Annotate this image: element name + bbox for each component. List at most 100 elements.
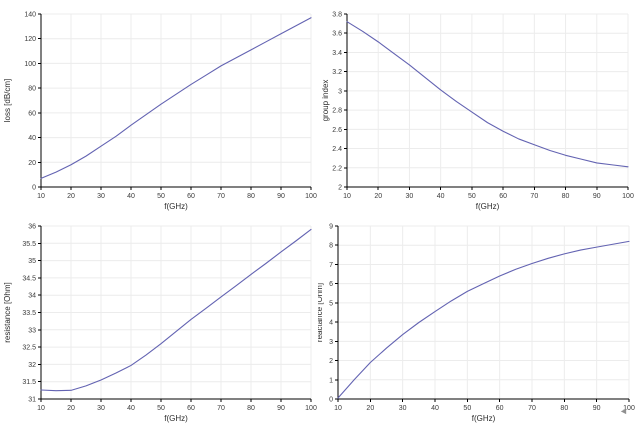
x-tick-label: 70	[217, 405, 225, 412]
x-tick-label: 60	[499, 193, 507, 200]
y-tick-label: 2.4	[332, 146, 342, 153]
x-tick-label: 100	[305, 193, 317, 200]
x-axis-title: f(GHz)	[472, 414, 496, 423]
y-tick-label: 7	[329, 262, 333, 269]
y-tick-label: 100	[24, 61, 36, 68]
x-tick-label: 50	[463, 405, 471, 412]
x-tick-label: 10	[334, 405, 342, 412]
y-tick-label: 33	[28, 327, 36, 334]
x-tick-label: 30	[399, 405, 407, 412]
y-tick-label: 60	[28, 110, 36, 117]
x-tick-label: 50	[157, 405, 165, 412]
y-tick-label: 3	[338, 88, 342, 95]
x-tick-label: 90	[593, 193, 601, 200]
y-axis-title: group index	[321, 80, 330, 122]
y-tick-label: 2	[329, 358, 333, 365]
x-tick-label: 90	[277, 405, 285, 412]
y-tick-label: 3.8	[332, 12, 342, 19]
reactance-chart-canvas[interactable]: 10 20 30 40 50 60 70 80 90 100 0 1 2 3 4 5 6 7 8 9 f(GHz) rea…	[318, 212, 636, 425]
y-tick-label: 3.6	[332, 31, 342, 38]
resistance-chart-canvas[interactable]: 10 20 30 40 50 60 70 80 90 100 31 31.5 32 32.5 33 33.5 3…	[0, 212, 318, 425]
y-tick-label: 6	[329, 281, 333, 288]
y-tick-label: 0	[32, 185, 36, 192]
y-tick-label: 3.4	[332, 50, 342, 57]
y-tick-label: 2.8	[332, 108, 342, 115]
x-tick-label: 80	[247, 405, 255, 412]
y-tick-label: 35.5	[22, 241, 36, 248]
x-tick-label: 50	[468, 193, 476, 200]
x-tick-label: 80	[562, 193, 570, 200]
x-tick-label: 50	[157, 193, 165, 200]
x-tick-label: 80	[247, 193, 255, 200]
y-tick-label: 140	[24, 12, 36, 19]
data-series-line	[40, 228, 312, 392]
resistance-chart: 10 20 30 40 50 60 70 80 90 100 31 31.5 32 32.5 33 33.5 3…	[0, 212, 318, 425]
y-tick-label: 4	[329, 320, 333, 327]
x-axis-title: f(GHz)	[164, 414, 188, 423]
x-tick-label: 70	[217, 193, 225, 200]
x-tick-label: 60	[187, 405, 195, 412]
group-index-chart: 10 20 30 40 50 60 70 80 90 100 2 2.2 2.4 2.6 2.8 3 3.2 3.…	[318, 0, 636, 212]
data-series-line	[346, 21, 629, 168]
x-tick-label: 60	[496, 405, 504, 412]
y-tick-label: 80	[28, 86, 36, 93]
x-axis-title: f(GHz)	[164, 202, 188, 211]
x-tick-label: 20	[374, 193, 382, 200]
loss-chart-canvas[interactable]: 10 20 30 40 50 60 70 80 90 100 0 20 40 60 80 100 120 140 f…	[0, 0, 318, 212]
x-tick-label: 40	[437, 193, 445, 200]
y-axis-title: loss [dB/cm]	[3, 79, 12, 123]
y-tick-label: 20	[28, 160, 36, 167]
y-tick-label: 0	[329, 397, 333, 404]
x-tick-label: 40	[127, 193, 135, 200]
x-tick-label: 10	[37, 193, 45, 200]
x-tick-label: 20	[67, 193, 75, 200]
y-tick-label: 33.5	[22, 310, 36, 317]
y-axis-title: resistance [Ohm]	[3, 282, 12, 342]
x-tick-label: 20	[366, 405, 374, 412]
y-tick-label: 34	[28, 293, 36, 300]
x-tick-label: 70	[528, 405, 536, 412]
x-tick-label: 90	[593, 405, 601, 412]
data-series-line	[337, 240, 630, 399]
group-index-chart-canvas[interactable]: 10 20 30 40 50 60 70 80 90 100 2 2.2 2.4 2.6 2.8 3 3.2 3.…	[318, 0, 636, 212]
x-tick-label: 30	[97, 405, 105, 412]
x-tick-label: 100	[305, 405, 317, 412]
mouse-cursor-icon: ◄	[619, 406, 628, 416]
y-tick-label: 35	[28, 258, 36, 265]
y-tick-label: 5	[329, 300, 333, 307]
y-tick-label: 31	[28, 397, 36, 404]
y-tick-label: 120	[24, 36, 36, 43]
y-tick-label: 8	[329, 243, 333, 250]
y-tick-label: 32.5	[22, 345, 36, 352]
y-tick-label: 40	[28, 135, 36, 142]
x-tick-label: 10	[37, 405, 45, 412]
y-tick-label: 32	[28, 362, 36, 369]
x-tick-label: 90	[277, 193, 285, 200]
y-tick-label: 31.5	[22, 379, 36, 386]
y-tick-label: 3	[329, 339, 333, 346]
x-tick-label: 20	[67, 405, 75, 412]
x-tick-label: 30	[406, 193, 414, 200]
x-tick-label: 100	[623, 405, 635, 412]
y-tick-label: 3.2	[332, 69, 342, 76]
loss-chart: 10 20 30 40 50 60 70 80 90 100 0 20 40 60 80 100 120 140 f…	[0, 0, 318, 212]
y-tick-label: 34.5	[22, 275, 36, 282]
x-axis-title: f(GHz)	[476, 202, 500, 211]
data-series-line	[40, 17, 312, 179]
y-axis-title: reactance [Ohm]	[318, 283, 324, 342]
y-tick-label: 1	[329, 377, 333, 384]
reactance-chart: 10 20 30 40 50 60 70 80 90 100 0 1 2 3 4 5 6 7 8 9 f(GHz) rea…	[318, 212, 636, 425]
x-tick-label: 80	[560, 405, 568, 412]
y-tick-label: 9	[329, 224, 333, 231]
y-tick-label: 2	[338, 185, 342, 192]
x-tick-label: 60	[187, 193, 195, 200]
y-tick-label: 2.2	[332, 165, 342, 172]
y-tick-label: 2.6	[332, 127, 342, 134]
x-tick-label: 10	[343, 193, 351, 200]
x-tick-label: 70	[530, 193, 538, 200]
x-tick-label: 40	[431, 405, 439, 412]
y-tick-label: 36	[28, 224, 36, 231]
x-tick-label: 100	[622, 193, 634, 200]
